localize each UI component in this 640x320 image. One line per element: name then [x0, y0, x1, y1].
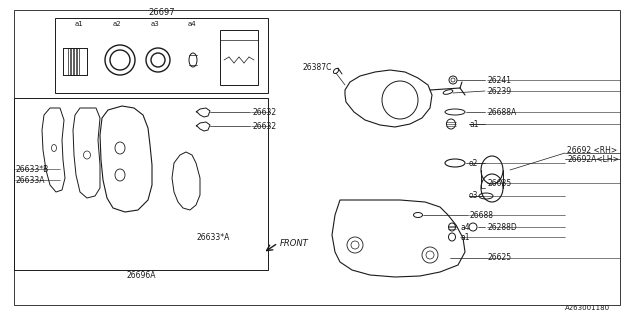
Text: o3: o3: [469, 191, 479, 201]
Text: a1: a1: [469, 119, 479, 129]
Bar: [55, 18, 268, 93]
Bar: [71, 48, 73, 75]
Text: 26387C: 26387C: [302, 62, 332, 71]
Text: a4: a4: [188, 21, 196, 27]
Text: 26697: 26697: [148, 7, 175, 17]
Text: a1: a1: [75, 21, 84, 27]
Text: 26688: 26688: [469, 211, 493, 220]
Text: 26688A: 26688A: [487, 108, 516, 116]
Text: 26692 <RH>: 26692 <RH>: [567, 146, 617, 155]
Text: 26239: 26239: [487, 86, 511, 95]
Text: a4: a4: [460, 222, 470, 231]
Text: a1: a1: [460, 233, 470, 242]
Text: 26633*B: 26633*B: [15, 164, 48, 173]
Text: 26288D: 26288D: [487, 222, 516, 231]
Bar: [77, 48, 79, 75]
Bar: [14, 98, 268, 270]
Bar: [68, 48, 70, 75]
Text: 26632: 26632: [252, 122, 276, 131]
Text: o2: o2: [469, 158, 478, 167]
Text: FRONT: FRONT: [280, 238, 308, 247]
Text: 26635: 26635: [487, 179, 511, 188]
Text: 26625: 26625: [487, 253, 511, 262]
Text: 26692A<LH>: 26692A<LH>: [567, 155, 619, 164]
Text: 26632: 26632: [252, 108, 276, 116]
Text: A263001180: A263001180: [565, 305, 610, 311]
Text: 26241: 26241: [487, 76, 511, 84]
Text: 26633*A: 26633*A: [196, 234, 229, 243]
Text: a3: a3: [151, 21, 160, 27]
Text: a2: a2: [113, 21, 122, 27]
Bar: [74, 48, 76, 75]
Text: 26696A: 26696A: [126, 271, 156, 281]
Text: 26633A: 26633A: [15, 175, 45, 185]
Bar: [220, 30, 258, 85]
